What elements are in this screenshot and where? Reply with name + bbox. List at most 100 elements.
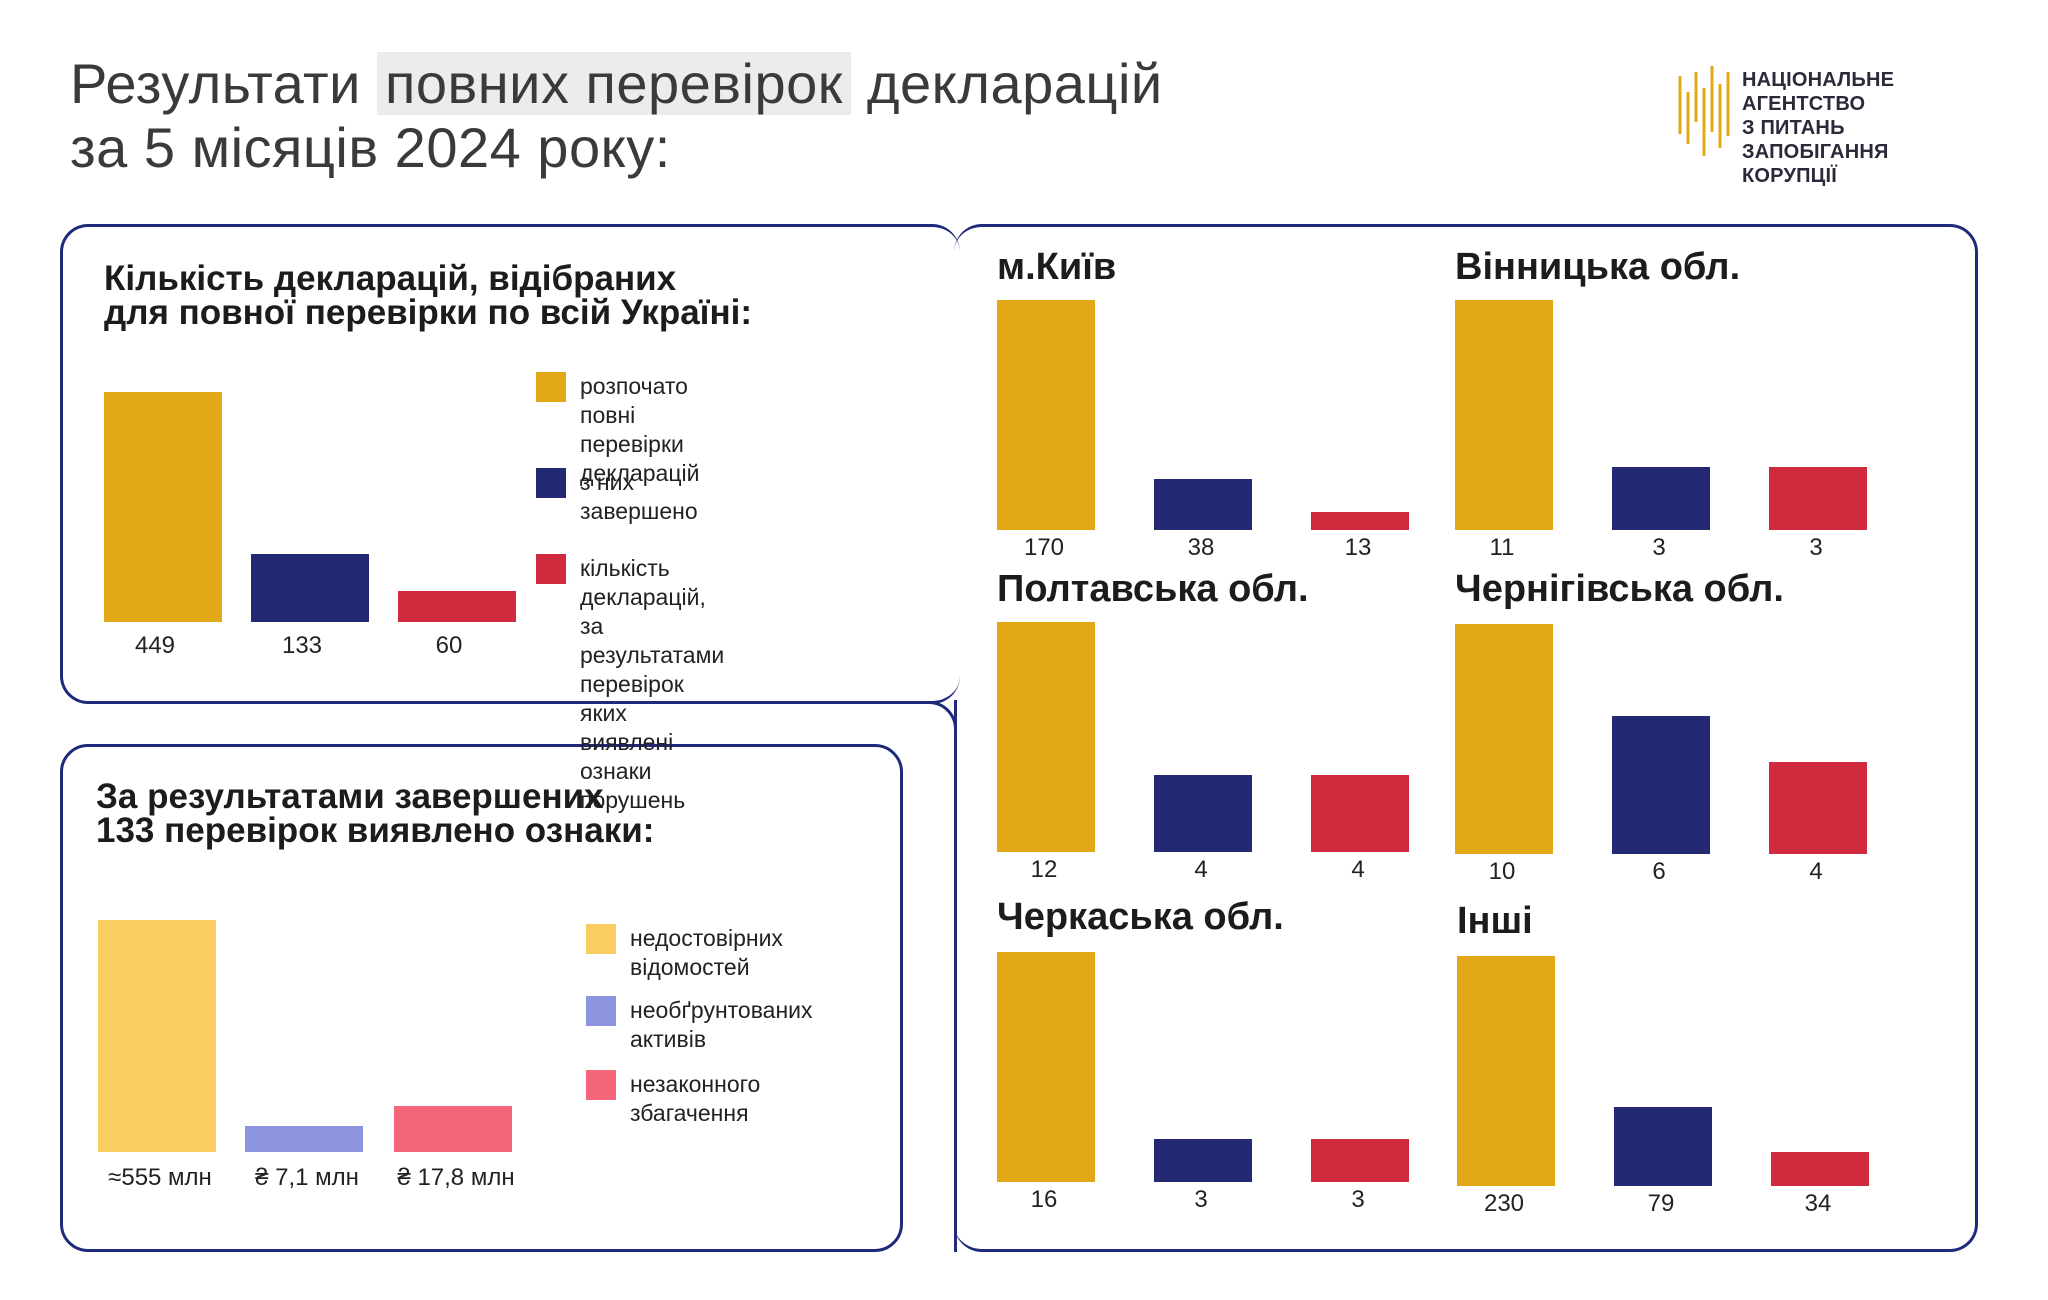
region-0-bar-1: [1154, 478, 1252, 530]
region-1-value-2: 3: [1809, 534, 1823, 561]
region-5-bar-2: [1771, 1152, 1869, 1186]
chart1-value-2: 60: [435, 632, 463, 659]
region-title-2: Полтавська обл.: [997, 568, 1309, 610]
chart2-title: За результатами завершених 133 перевірок…: [96, 777, 655, 850]
chart2-value-2: ₴ 17,8 млн: [397, 1164, 515, 1191]
logo-line1: НАЦІОНАЛЬНЕ АГЕНТСТВО: [1742, 69, 1895, 115]
legend-swatch-navy: [536, 468, 566, 498]
region-5-value-2: 34: [1804, 1190, 1832, 1217]
panel-findings: [60, 744, 903, 1252]
region-1-bar-2: [1769, 467, 1867, 530]
chart1-value-0: 449: [134, 632, 176, 659]
region-1-bar-1: [1612, 467, 1710, 530]
region-1-value-0: 11: [1489, 534, 1515, 561]
legend-unreliable-line2: відомостей: [630, 954, 750, 980]
region-title-5: Інші: [1457, 900, 1533, 942]
chart1-title-line2: для повної перевірки по всій Україні:: [104, 293, 753, 332]
region-2-bar-0: [997, 622, 1095, 852]
region-4-value-2: 3: [1351, 1186, 1365, 1213]
legend-swatch-pink: [586, 1070, 616, 1100]
legend-violations-line2: результатами перевірок: [580, 642, 725, 697]
logo-line3: КОРУПЦІЇ: [1742, 165, 1837, 187]
region-2-value-1: 4: [1194, 856, 1208, 883]
title-part2: декларацій: [850, 52, 1163, 115]
legend-illicit-line2: збагачення: [630, 1100, 749, 1126]
chart2-bar-0: [98, 920, 216, 1152]
panel-ukraine-total: [60, 224, 960, 704]
legend-item-completed: з них завершено: [536, 468, 698, 526]
legend-unreliable-line1: недостовірних: [630, 925, 783, 951]
region-3-bar-0: [1455, 624, 1553, 854]
panel-regions-edge: [954, 700, 957, 1252]
region-4-value-0: 16: [1030, 1186, 1058, 1213]
chart1-bar-0: [104, 392, 222, 622]
region-2-value-2: 4: [1351, 856, 1365, 883]
chart1-value-1: 133: [281, 632, 323, 659]
region-5-bar-0: [1457, 956, 1555, 1186]
logo-line2: З ПИТАНЬ ЗАПОБІГАННЯ: [1742, 117, 1889, 163]
region-2-bar-2: [1311, 775, 1409, 852]
legend-started-line2: перевірки декларацій: [580, 431, 700, 486]
region-3-value-2: 4: [1809, 858, 1823, 885]
panel-connector: [902, 701, 957, 745]
legend-unjustified-line1: необґрунтованих: [630, 997, 813, 1023]
nazk-emblem-icon: [1678, 66, 1730, 156]
region-0-bar-0: [997, 300, 1095, 530]
legend-item-unreliable: недостовірних відомостей: [586, 924, 783, 982]
region-2-bar-1: [1154, 775, 1252, 852]
region-4-bar-2: [1311, 1138, 1409, 1182]
legend-swatch-lavender: [586, 996, 616, 1026]
nazk-logo: НАЦІОНАЛЬНЕ АГЕНТСТВО З ПИТАНЬ ЗАПОБІГАН…: [1676, 62, 1996, 187]
legend-swatch-red: [536, 554, 566, 584]
region-5-value-0: 230: [1483, 1190, 1525, 1217]
region-title-3: Чернігівська обл.: [1455, 568, 1784, 610]
legend-swatch-light-gold: [586, 924, 616, 954]
region-title-4: Черкаська обл.: [997, 896, 1284, 938]
chart1-title: Кількість декларацій, відібраних для пов…: [104, 259, 753, 332]
chart1-bar-1: [251, 553, 369, 622]
legend-started-line1: розпочато повні: [580, 373, 688, 428]
legend-violations-line3: яких виявлені ознаки: [580, 700, 674, 784]
title-part1: Результати: [70, 52, 378, 115]
region-3-value-0: 10: [1488, 858, 1516, 885]
region-2-value-0: 12: [1030, 856, 1058, 883]
page-title: Результати повних перевірок декларацій з…: [70, 52, 1163, 180]
legend-item-started: розпочато повні перевірки декларацій: [536, 372, 699, 488]
chart1-bar-2: [398, 591, 516, 622]
region-1-value-1: 3: [1652, 534, 1666, 561]
region-title-0: м.Київ: [997, 246, 1117, 288]
region-0-value-1: 38: [1187, 534, 1215, 561]
chart2-title-line1: За результатами завершених: [96, 777, 604, 816]
chart2-title-line2: 133 перевірок виявлено ознаки:: [96, 811, 655, 850]
legend-violations-line4: порушень: [580, 787, 686, 813]
region-4-bar-0: [997, 952, 1095, 1182]
region-title-1: Вінницька обл.: [1455, 246, 1741, 288]
region-5-bar-1: [1614, 1107, 1712, 1186]
region-1-bar-0: [1455, 300, 1553, 530]
region-3-bar-1: [1612, 716, 1710, 854]
legend-unjustified-line2: активів: [630, 1026, 707, 1052]
region-0-value-2: 13: [1344, 534, 1372, 561]
chart1-title-line1: Кількість декларацій, відібраних: [104, 259, 677, 298]
legend-item-unjustified: необґрунтованих активів: [586, 996, 813, 1054]
region-4-bar-1: [1154, 1138, 1252, 1182]
title-highlight: повних перевірок: [377, 52, 851, 115]
region-4-value-1: 3: [1194, 1186, 1208, 1213]
logo-text: НАЦІОНАЛЬНЕ АГЕНТСТВО З ПИТАНЬ ЗАПОБІГАН…: [1742, 68, 1996, 188]
region-5-value-1: 79: [1647, 1190, 1675, 1217]
region-0-bar-2: [1311, 512, 1409, 530]
title-line2: за 5 місяців 2024 року:: [70, 116, 671, 179]
legend-illicit-line1: незаконного: [630, 1071, 761, 1097]
chart2-bar-1: [245, 1126, 363, 1152]
region-3-bar-2: [1769, 762, 1867, 854]
legend-completed-line1: з них завершено: [580, 469, 698, 524]
chart2-bar-2: [394, 1106, 512, 1152]
chart2-value-1: ₴ 7,1 млн: [255, 1164, 359, 1191]
region-0-value-0: 170: [1023, 534, 1065, 561]
panel-regions: [954, 224, 1978, 1252]
legend-item-violations: кількість декларацій, за результатами пе…: [536, 554, 724, 815]
legend-violations-line1: кількість декларацій, за: [580, 555, 706, 639]
chart2-value-0: ≈555 млн: [108, 1164, 212, 1191]
legend-item-illicit: незаконного збагачення: [586, 1070, 760, 1128]
legend-swatch-gold: [536, 372, 566, 402]
